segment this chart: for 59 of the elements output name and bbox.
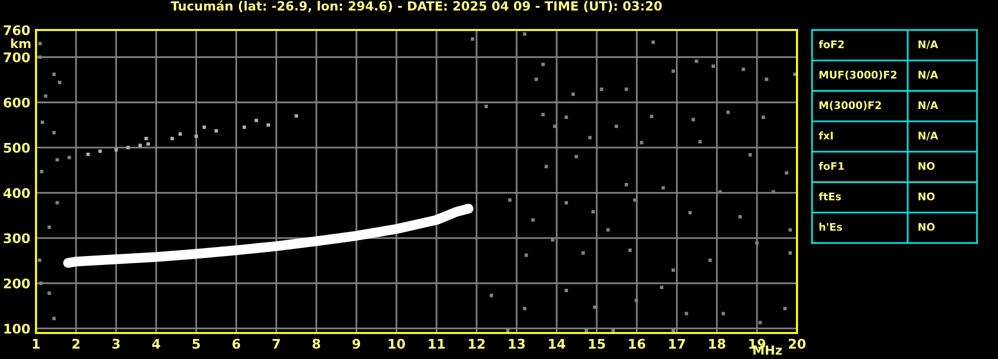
text: NO bbox=[918, 192, 935, 200]
point bbox=[266, 123, 270, 127]
point bbox=[294, 114, 298, 118]
category-label: foF2 bbox=[818, 40, 844, 48]
y-tick-label: 700 bbox=[4, 52, 30, 62]
point bbox=[214, 129, 218, 133]
x-tick-label: 1 bbox=[32, 338, 40, 349]
y-tick-label: 200 bbox=[4, 278, 30, 288]
x-tick-label: 11 bbox=[428, 338, 445, 349]
x-tick-label: 16 bbox=[629, 338, 646, 349]
y-axis-title: km bbox=[11, 38, 30, 48]
point bbox=[194, 134, 198, 138]
text: NO bbox=[918, 162, 935, 170]
point bbox=[178, 132, 182, 136]
text: N/A bbox=[918, 132, 938, 140]
category-label: ftEs bbox=[818, 192, 841, 200]
x-tick-label: 3 bbox=[112, 338, 120, 349]
x-tick-label: 18 bbox=[709, 338, 726, 349]
text: N/A bbox=[918, 70, 938, 80]
x-tick-label: 6 bbox=[232, 338, 240, 349]
point bbox=[114, 148, 118, 152]
x-tick-label: 17 bbox=[669, 338, 685, 349]
text: N/A bbox=[918, 40, 938, 50]
text: N/A bbox=[918, 101, 938, 110]
point bbox=[242, 126, 246, 129]
x-tick-label: 12 bbox=[468, 338, 485, 349]
y-tick-label: 400 bbox=[3, 188, 30, 198]
x-tick-label: 10 bbox=[388, 338, 406, 349]
y-tick-label: 760 bbox=[4, 25, 30, 36]
x-tick-label: 8 bbox=[312, 338, 320, 349]
point bbox=[144, 136, 148, 140]
y-tick-label: 600 bbox=[4, 98, 30, 108]
chart-title: Tucumán (lat: -26.9, lon: 294.6) - DATE: 2025 04 09 - TIME (UT): 03:20 bbox=[170, 0, 662, 12]
y-tick-label: 500 bbox=[4, 142, 30, 153]
point bbox=[86, 152, 90, 156]
category-label: MUF(3000)F2 bbox=[820, 70, 897, 80]
point bbox=[202, 126, 206, 129]
x-tick-label: 14 bbox=[548, 338, 566, 349]
category-label: fxI bbox=[818, 131, 833, 140]
point bbox=[170, 136, 174, 140]
x-tick-label: 20 bbox=[788, 338, 806, 349]
x-tick-label: 7 bbox=[272, 338, 280, 349]
point bbox=[254, 118, 258, 122]
y-tick-label: 100 bbox=[4, 324, 30, 334]
y-tick-label: 300 bbox=[4, 233, 30, 244]
category-label: foF1 bbox=[818, 162, 844, 170]
x-tick-label: 2 bbox=[72, 338, 80, 349]
point bbox=[138, 144, 142, 148]
text: NO bbox=[918, 222, 935, 231]
category-label: h'Es bbox=[819, 222, 842, 231]
point bbox=[126, 146, 130, 150]
x-tick-label: 4 bbox=[152, 338, 160, 349]
category-label: M(3000)F2 bbox=[820, 101, 881, 110]
x-tick-label: 9 bbox=[352, 338, 360, 349]
x-tick-label: 15 bbox=[589, 338, 605, 349]
x-tick-label: 13 bbox=[508, 338, 525, 349]
point bbox=[98, 150, 102, 153]
x-tick-label: 5 bbox=[192, 338, 200, 349]
point bbox=[146, 142, 150, 146]
